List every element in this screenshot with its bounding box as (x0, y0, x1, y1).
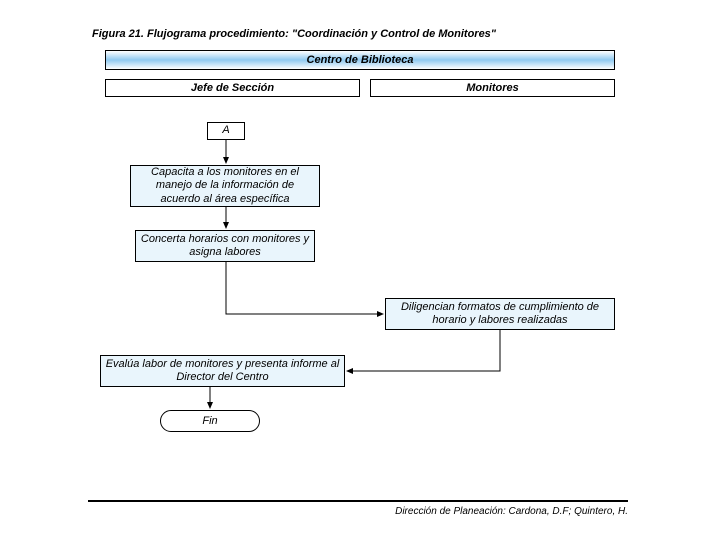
column-right-header: Monitores (370, 79, 615, 97)
header-main: Centro de Biblioteca (105, 50, 615, 70)
connector-a-label: A (222, 124, 229, 137)
node-diligencian: Diligencian formatos de cumplimiento de … (385, 298, 615, 330)
terminator-fin: Fin (160, 410, 260, 432)
node-concerta-label: Concerta horarios con monitores y asigna… (140, 233, 310, 259)
figure-title: Figura 21. Flujograma procedimiento: "Co… (92, 28, 496, 40)
footer-divider (88, 500, 628, 502)
node-capacita: Capacita a los monitores en el manejo de… (130, 165, 320, 207)
node-evalua-label: Evalúa labor de monitores y presenta inf… (105, 358, 340, 384)
col-left-label: Jefe de Sección (191, 82, 274, 94)
node-diligencian-label: Diligencian formatos de cumplimiento de … (390, 301, 610, 327)
node-evalua: Evalúa labor de monitores y presenta inf… (100, 355, 345, 387)
col-right-label: Monitores (466, 82, 519, 94)
column-left-header: Jefe de Sección (105, 79, 360, 97)
connector-a: A (207, 122, 245, 140)
node-concerta: Concerta horarios con monitores y asigna… (135, 230, 315, 262)
node-capacita-label: Capacita a los monitores en el manejo de… (135, 166, 315, 206)
header-main-label: Centro de Biblioteca (307, 54, 414, 66)
footer-credit: Dirección de Planeación: Cardona, D.F; Q… (395, 506, 628, 517)
terminator-label: Fin (202, 415, 217, 427)
